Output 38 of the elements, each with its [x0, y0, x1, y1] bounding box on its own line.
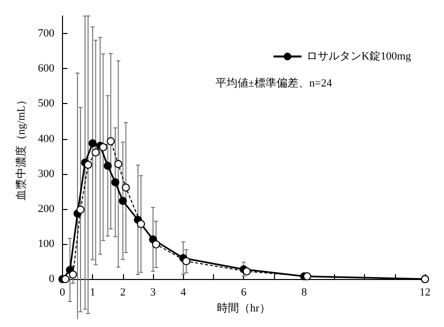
- y-tick-label: 400: [38, 132, 55, 145]
- x-tick-label: 6: [240, 286, 247, 299]
- point: [92, 148, 100, 156]
- point: [118, 196, 127, 205]
- x-tick-label: 4: [180, 286, 187, 299]
- point: [76, 206, 85, 214]
- x-axis-title: 時間（hr）: [217, 302, 270, 314]
- y-tick-label: 600: [38, 62, 55, 75]
- point: [122, 184, 130, 192]
- point: [106, 137, 115, 146]
- y-tick-label: 500: [38, 98, 55, 110]
- point: [303, 272, 312, 280]
- x-tick-label: 2: [120, 286, 126, 299]
- y-axis-title: 血漿中濃度（ng/mL）: [14, 94, 28, 201]
- point: [61, 275, 70, 284]
- y-tick-label: 300: [38, 168, 55, 180]
- legend-label: ロサルタンK錠100mg: [306, 50, 412, 62]
- point: [99, 143, 108, 152]
- point: [136, 220, 145, 228]
- x-tick-label: 1: [90, 286, 96, 299]
- point: [114, 160, 122, 168]
- point: [84, 160, 92, 169]
- x-tick-label: 12: [420, 286, 430, 299]
- point: [111, 178, 120, 186]
- y-tick-label: 200: [38, 202, 55, 215]
- annotation: 平均値±標準偏差、n=24: [215, 78, 332, 90]
- x-tick-label: 3: [150, 286, 156, 299]
- point: [182, 257, 190, 266]
- point: [88, 139, 97, 148]
- y-tick-label: 0: [48, 273, 55, 286]
- y-tick-label: 100: [38, 238, 55, 250]
- point: [104, 162, 112, 170]
- point: [68, 270, 77, 279]
- x-tick-label: 8: [301, 286, 308, 299]
- point: [152, 240, 160, 248]
- point: [242, 267, 251, 276]
- x-tick-label: 0: [60, 286, 66, 299]
- y-tick-label: 700: [38, 28, 55, 40]
